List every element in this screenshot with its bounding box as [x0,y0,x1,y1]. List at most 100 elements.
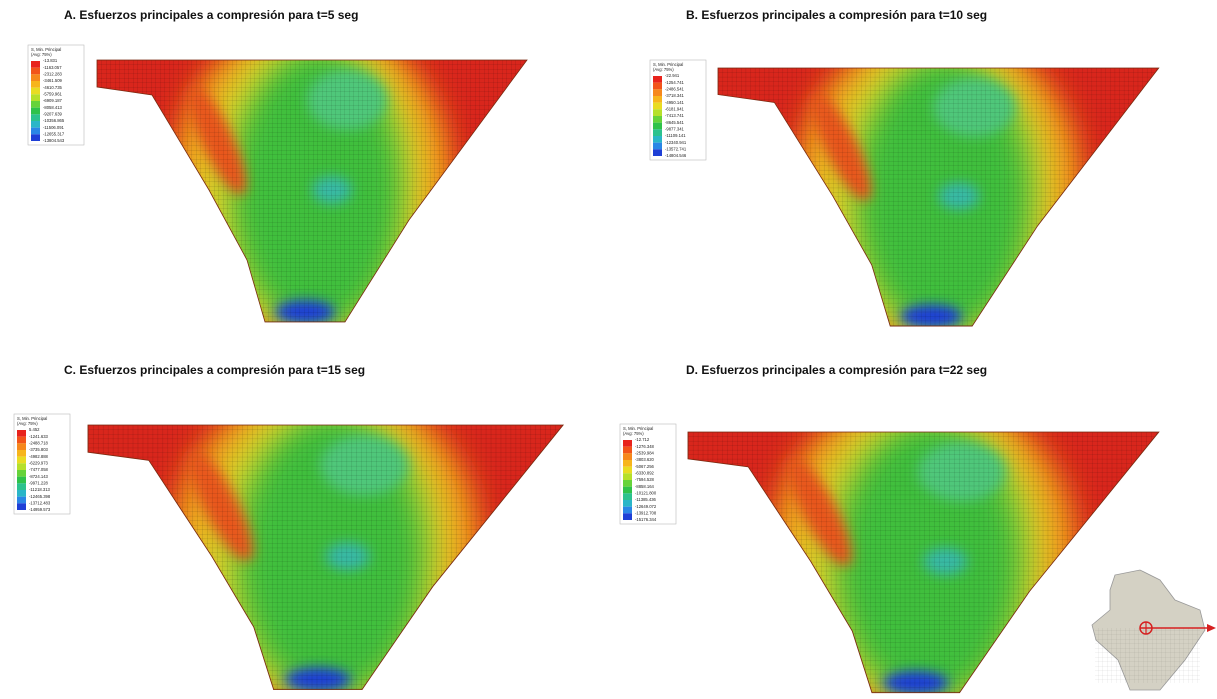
legend-swatch [653,109,662,116]
legend-swatch [31,81,40,88]
legend-swatch [623,493,632,500]
legend-label: -2539.984 [635,450,655,455]
legend-label: -6181.941 [665,106,685,111]
legend-label: -12649.072 [635,504,657,509]
legend-label: -3735.803 [29,447,49,452]
legend-label: -6229.973 [29,460,49,465]
legend-swatch [623,446,632,454]
legend-label: -11506.091 [43,125,65,130]
legend-label: -15176.344 [635,517,657,522]
legend-label: -3803.620 [635,457,655,462]
legend-swatch [31,87,40,95]
legend-label: -4610.735 [43,85,63,90]
legend: S, Min. Principal(Avg: 75%)-22.941 -1254.… [649,59,707,161]
location-inset [1091,569,1216,691]
legend-label: -7477.058 [29,467,49,472]
legend-label: -11109.141 [665,133,686,138]
stress-contour [88,385,563,699]
legend-label: -12655.317 [43,131,65,136]
legend-swatch [623,500,632,507]
legend-swatch [17,436,26,444]
legend-label: -22.941 [665,73,680,78]
legend-label: -13912.708 [635,510,657,515]
legend-title: S, Min. Principal [31,47,61,52]
legend-swatch [623,506,632,514]
legend-title: S, Min. Principal [653,62,683,67]
legend-swatch [31,107,40,115]
legend-swatch [653,96,662,103]
legend-label: -2312.283 [43,71,63,76]
legend-label: -11385.436 [635,497,657,502]
legend-swatch [31,74,40,81]
stress-contour [718,29,1159,344]
legend-swatch [653,82,662,90]
legend-swatch [653,149,662,156]
legend-swatch [653,129,662,136]
legend-label: 5.452 [29,427,40,432]
legend-swatch [653,122,662,130]
legend-swatch [31,134,40,141]
legend-label: -10121.800 [635,490,657,495]
legend-label: -1276.348 [635,444,655,449]
legend-title: S, Min. Principal [17,416,47,421]
legend-label: -9877.341 [665,126,685,131]
legend: S, Min. Principal(Avg: 75%)-13.831 -1163.… [27,44,85,146]
legend-label: -9971.228 [29,480,49,485]
legend-label: -1241.633 [29,434,49,439]
legend-label: -3461.509 [43,78,63,83]
legend-label: -4950.141 [665,100,685,105]
legend-swatch [653,102,662,110]
legend-label: -5067.256 [635,464,655,469]
legend-swatch [17,450,26,457]
legend-label: -1163.057 [43,65,62,70]
legend-label: -8058.413 [43,105,63,110]
legend-swatch [623,513,632,520]
legend-label: -7413.741 [665,113,685,118]
legend-label: -8858.164 [635,484,655,489]
legend-swatch [17,456,26,464]
legend-swatch [653,89,662,96]
legend-label: -6330.892 [635,470,655,475]
legend-swatch [653,76,662,83]
panel-title: C. Esfuerzos principales a compresión pa… [64,363,365,377]
legend-subtitle: (Avg: 75%) [653,67,674,72]
legend-label: -13.831 [43,58,58,63]
legend-swatch [17,470,26,477]
legend-swatch [31,94,40,101]
legend-label: -10356.865 [43,118,65,123]
legend-swatch [623,453,632,460]
legend-label: -13712.483 [29,500,51,505]
legend-swatch [31,127,40,135]
legend-swatch [17,430,26,437]
legend-swatch [31,67,40,75]
legend-swatch [623,440,632,447]
legend-label: -13572.741 [665,146,687,151]
panel-title: D. Esfuerzos principales a compresión pa… [686,363,987,377]
legend-label: -3718.341 [665,93,685,98]
panel-title: B. Esfuerzos principales a compresión pa… [686,8,987,22]
legend-swatch [17,483,26,490]
legend-swatch [623,460,632,467]
legend-swatch [653,136,662,143]
legend-label: -7594.528 [635,477,655,482]
legend-title: S, Min. Principal [623,426,653,431]
legend-swatch [17,463,26,470]
legend-swatch [31,61,40,68]
legend-label: -9207.639 [43,111,63,116]
legend-swatch [623,486,632,494]
legend-swatch [653,116,662,123]
legend-swatch [31,121,40,128]
legend-label: -4982.888 [29,454,49,459]
legend-swatch [17,476,26,484]
legend-label: -14959.573 [29,507,51,512]
legend-subtitle: (Avg: 75%) [31,52,52,57]
legend-label: -12.712 [635,437,650,442]
legend-label: -14804.546 [665,153,687,158]
legend-swatch [623,473,632,480]
stress-contour [97,20,527,340]
legend-label: -12465.398 [29,494,51,499]
legend: S, Min. Principal(Avg: 75%)5.452 -1241.63… [13,413,71,515]
legend-label: -2488.718 [29,440,49,445]
legend-swatch [17,496,26,504]
legend-swatch [31,101,40,108]
